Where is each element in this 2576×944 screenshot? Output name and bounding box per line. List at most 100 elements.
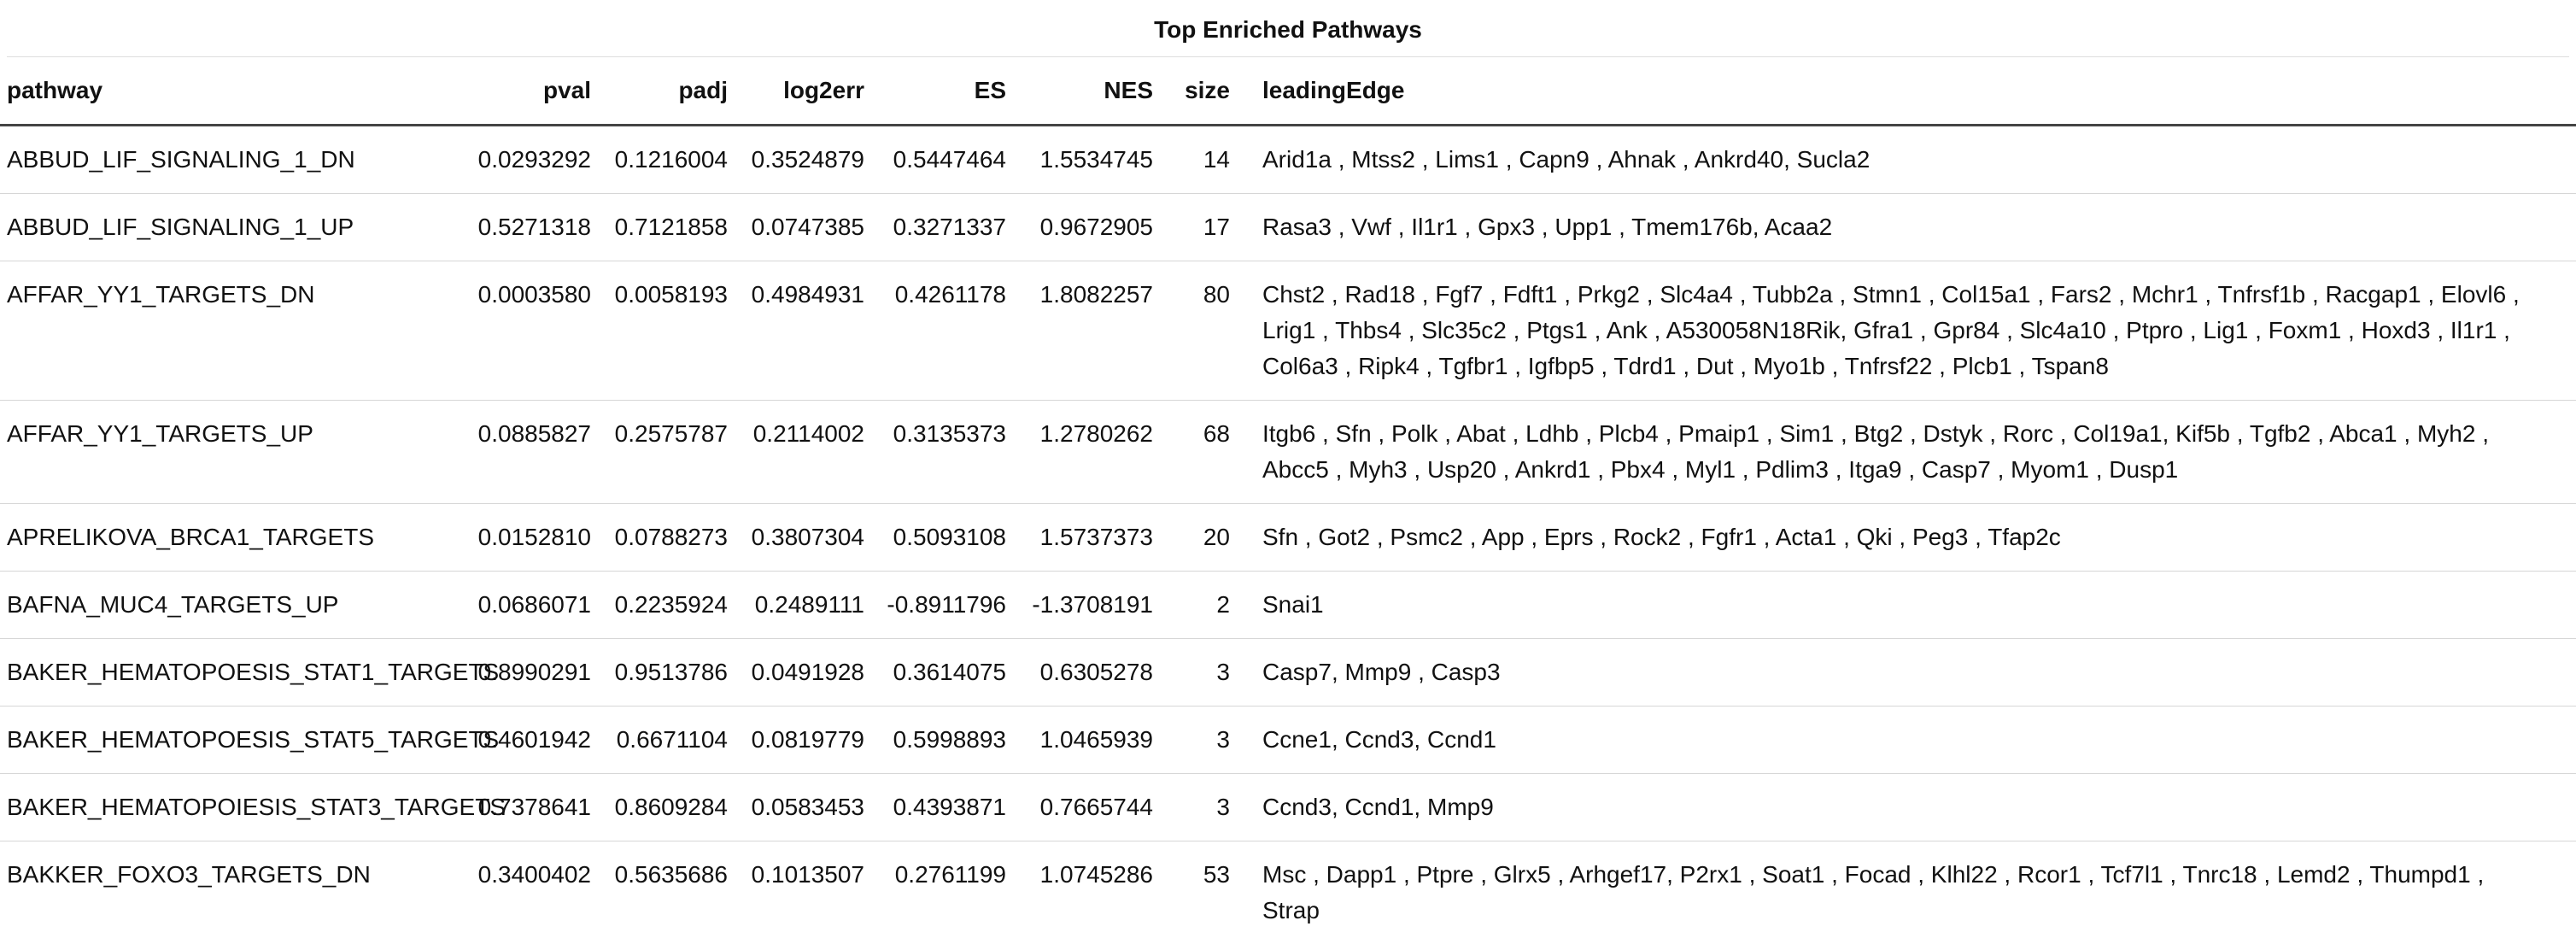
page: Top Enriched Pathways pathway pval padj … — [0, 0, 2576, 894]
table-row: BAKER_HEMATOPOESIS_STAT1_TARGETS 0.89902… — [0, 639, 2576, 707]
cell-padj: 0.8609284 — [598, 774, 735, 841]
cell-pval: 0.8990291 — [461, 639, 598, 707]
cell-padj: 0.1216004 — [598, 126, 735, 194]
cell-padj: 0.2235924 — [598, 572, 735, 639]
cell-pval: 0.0293292 — [461, 126, 598, 194]
cell-size: 17 — [1160, 194, 1237, 261]
cell-nes: 0.9672905 — [1013, 194, 1160, 261]
column-header-log2err: log2err — [735, 57, 871, 126]
cell-log2err: 0.0583453 — [735, 774, 871, 841]
column-header-es: ES — [871, 57, 1013, 126]
cell-size: 14 — [1160, 126, 1237, 194]
cell-padj: 0.0788273 — [598, 504, 735, 572]
table-row: AFFAR_YY1_TARGETS_DN 0.0003580 0.0058193… — [0, 261, 2576, 401]
cell-log2err: 0.2114002 — [735, 401, 871, 504]
cell-pval: 0.4601942 — [461, 707, 598, 774]
cell-leading-edge: Ccnd3, Ccnd1, Mmp9 — [1237, 774, 2576, 841]
table-row: BAFNA_MUC4_TARGETS_UP 0.0686071 0.223592… — [0, 572, 2576, 639]
cell-log2err: 0.0819779 — [735, 707, 871, 774]
cell-nes: 0.6305278 — [1013, 639, 1160, 707]
table-title: Top Enriched Pathways — [7, 0, 2569, 57]
cell-es: -0.8911796 — [871, 572, 1013, 639]
cell-size: 68 — [1160, 401, 1237, 504]
table-row: BAKER_HEMATOPOIESIS_STAT3_TARGETS 0.7378… — [0, 774, 2576, 841]
column-header-padj: padj — [598, 57, 735, 126]
cell-leading-edge: Itgb6 , Sfn , Polk , Abat , Ldhb , Plcb4… — [1237, 401, 2576, 504]
cell-leading-edge: Ccne1, Ccnd3, Ccnd1 — [1237, 707, 2576, 774]
table-header-row: pathway pval padj log2err ES NES size le… — [0, 57, 2576, 126]
cell-leading-edge: Sfn , Got2 , Psmc2 , App , Eprs , Rock2 … — [1237, 504, 2576, 572]
cell-size: 3 — [1160, 707, 1237, 774]
table-row: BAKKER_FOXO3_TARGETS_DN 0.3400402 0.5635… — [0, 841, 2576, 944]
cell-size: 53 — [1160, 841, 1237, 944]
cell-pathway: BAKKER_FOXO3_TARGETS_DN — [0, 841, 461, 944]
cell-log2err: 0.0747385 — [735, 194, 871, 261]
cell-pathway: ABBUD_LIF_SIGNALING_1_UP — [0, 194, 461, 261]
cell-size: 2 — [1160, 572, 1237, 639]
cell-pval: 0.0885827 — [461, 401, 598, 504]
cell-es: 0.3614075 — [871, 639, 1013, 707]
cell-padj: 0.5635686 — [598, 841, 735, 944]
column-header-leading-edge: leadingEdge — [1237, 57, 2576, 126]
cell-es: 0.5998893 — [871, 707, 1013, 774]
cell-pathway: AFFAR_YY1_TARGETS_UP — [0, 401, 461, 504]
cell-es: 0.3135373 — [871, 401, 1013, 504]
cell-log2err: 0.3524879 — [735, 126, 871, 194]
cell-pathway: BAKER_HEMATOPOESIS_STAT5_TARGETS — [0, 707, 461, 774]
cell-size: 80 — [1160, 261, 1237, 401]
cell-size: 3 — [1160, 774, 1237, 841]
cell-log2err: 0.3807304 — [735, 504, 871, 572]
cell-nes: 1.5534745 — [1013, 126, 1160, 194]
cell-leading-edge: Chst2 , Rad18 , Fgf7 , Fdft1 , Prkg2 , S… — [1237, 261, 2576, 401]
cell-nes: 0.7665744 — [1013, 774, 1160, 841]
cell-es: 0.3271337 — [871, 194, 1013, 261]
cell-leading-edge: Casp7, Mmp9 , Casp3 — [1237, 639, 2576, 707]
cell-pathway: ABBUD_LIF_SIGNALING_1_DN — [0, 126, 461, 194]
cell-nes: 1.8082257 — [1013, 261, 1160, 401]
pathways-table: pathway pval padj log2err ES NES size le… — [0, 57, 2576, 944]
cell-leading-edge: Rasa3 , Vwf , Il1r1 , Gpx3 , Upp1 , Tmem… — [1237, 194, 2576, 261]
cell-padj: 0.7121858 — [598, 194, 735, 261]
cell-es: 0.5447464 — [871, 126, 1013, 194]
cell-log2err: 0.2489111 — [735, 572, 871, 639]
column-header-nes: NES — [1013, 57, 1160, 126]
cell-pathway: BAKER_HEMATOPOIESIS_STAT3_TARGETS — [0, 774, 461, 841]
cell-leading-edge: Arid1a , Mtss2 , Lims1 , Capn9 , Ahnak ,… — [1237, 126, 2576, 194]
cell-es: 0.5093108 — [871, 504, 1013, 572]
cell-nes: 1.2780262 — [1013, 401, 1160, 504]
cell-log2err: 0.1013507 — [735, 841, 871, 944]
cell-padj: 0.6671104 — [598, 707, 735, 774]
cell-pval: 0.0686071 — [461, 572, 598, 639]
cell-pathway: AFFAR_YY1_TARGETS_DN — [0, 261, 461, 401]
table-row: ABBUD_LIF_SIGNALING_1_DN 0.0293292 0.121… — [0, 126, 2576, 194]
cell-leading-edge: Msc , Dapp1 , Ptpre , Glrx5 , Arhgef17, … — [1237, 841, 2576, 944]
cell-pathway: APRELIKOVA_BRCA1_TARGETS — [0, 504, 461, 572]
table-row: AFFAR_YY1_TARGETS_UP 0.0885827 0.2575787… — [0, 401, 2576, 504]
cell-pathway: BAKER_HEMATOPOESIS_STAT1_TARGETS — [0, 639, 461, 707]
cell-pval: 0.5271318 — [461, 194, 598, 261]
cell-nes: 1.0465939 — [1013, 707, 1160, 774]
table-row: BAKER_HEMATOPOESIS_STAT5_TARGETS 0.46019… — [0, 707, 2576, 774]
column-header-pval: pval — [461, 57, 598, 126]
cell-padj: 0.0058193 — [598, 261, 735, 401]
cell-leading-edge: Snai1 — [1237, 572, 2576, 639]
cell-pval: 0.7378641 — [461, 774, 598, 841]
cell-padj: 0.2575787 — [598, 401, 735, 504]
cell-pathway: BAFNA_MUC4_TARGETS_UP — [0, 572, 461, 639]
cell-padj: 0.9513786 — [598, 639, 735, 707]
cell-nes: -1.3708191 — [1013, 572, 1160, 639]
cell-pval: 0.3400402 — [461, 841, 598, 944]
cell-log2err: 0.4984931 — [735, 261, 871, 401]
cell-size: 3 — [1160, 639, 1237, 707]
cell-nes: 1.0745286 — [1013, 841, 1160, 944]
cell-log2err: 0.0491928 — [735, 639, 871, 707]
cell-pval: 0.0003580 — [461, 261, 598, 401]
column-header-pathway: pathway — [0, 57, 461, 126]
column-header-size: size — [1160, 57, 1237, 126]
cell-nes: 1.5737373 — [1013, 504, 1160, 572]
cell-pval: 0.0152810 — [461, 504, 598, 572]
cell-size: 20 — [1160, 504, 1237, 572]
table-row: APRELIKOVA_BRCA1_TARGETS 0.0152810 0.078… — [0, 504, 2576, 572]
table-row: ABBUD_LIF_SIGNALING_1_UP 0.5271318 0.712… — [0, 194, 2576, 261]
cell-es: 0.4393871 — [871, 774, 1013, 841]
